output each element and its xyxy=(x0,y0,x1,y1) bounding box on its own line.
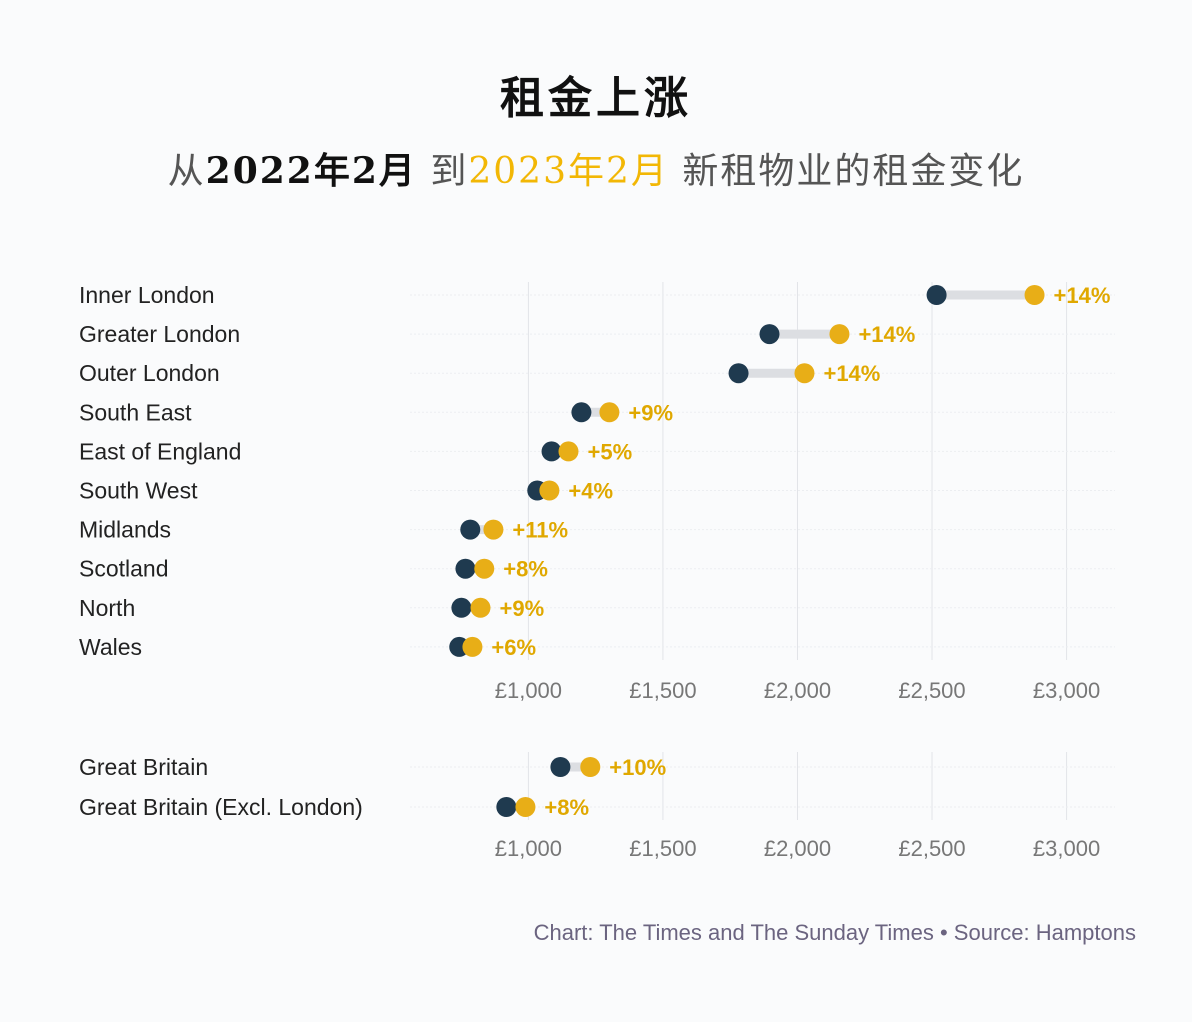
change-label: +6% xyxy=(491,635,536,660)
chart-title: 租金上涨 xyxy=(500,73,692,124)
category-label: South West xyxy=(79,478,198,504)
category-label: Great Britain xyxy=(79,754,208,780)
dot-2023 xyxy=(470,597,491,618)
dot-2022 xyxy=(496,797,517,817)
category-label: North xyxy=(79,595,135,621)
subtitle-rest: 新租物业的租金变化 xyxy=(682,151,1025,192)
change-label: +14% xyxy=(858,322,915,347)
x-tick-label: £3,000 xyxy=(1033,678,1100,703)
chart-subtitle: 从2022年2月 到2023年2月 新租物业的租金变化 xyxy=(0,142,1192,194)
category-label: Scotland xyxy=(79,556,169,582)
category-label: Outer London xyxy=(79,360,220,386)
change-label: +4% xyxy=(568,479,613,504)
subtitle-to: 到 xyxy=(430,151,469,192)
dot-2022 xyxy=(455,558,476,579)
x-tick-label: £1,000 xyxy=(495,678,562,703)
panel-0: £1,000 £1,500 £2,000 £2,500 £3,000 Inner Lond… xyxy=(79,282,1115,703)
category-label: Midlands xyxy=(79,517,171,543)
dot-2022 xyxy=(759,324,780,345)
dot-2023 xyxy=(483,519,504,540)
dot-2022 xyxy=(451,597,472,618)
dot-2023 xyxy=(474,558,495,579)
x-tick-label: £1,500 xyxy=(629,836,696,861)
x-tick-label: £1,000 xyxy=(495,836,562,861)
change-label: +8% xyxy=(503,557,548,582)
x-tick-label: £1,500 xyxy=(629,678,696,703)
dot-2022 xyxy=(571,402,592,423)
x-tick-label: £2,000 xyxy=(764,836,831,861)
dot-2023 xyxy=(462,636,483,657)
dot-2022 xyxy=(728,363,749,384)
dot-2022 xyxy=(460,519,481,540)
dot-2023 xyxy=(599,402,620,423)
change-label: +5% xyxy=(587,439,632,464)
change-label: +8% xyxy=(544,795,589,820)
change-label: +14% xyxy=(1054,283,1111,308)
dot-2023 xyxy=(580,757,601,777)
dot-2023 xyxy=(794,363,815,384)
x-tick-label: £2,000 xyxy=(764,678,831,703)
subtitle-start-date: 2022年2月 xyxy=(205,150,417,192)
category-label: Wales xyxy=(79,634,142,660)
dot-2023 xyxy=(558,441,579,462)
dot-2023 xyxy=(539,480,560,501)
change-label: +11% xyxy=(512,518,568,543)
change-label: +9% xyxy=(500,596,545,621)
x-tick-label: £3,000 xyxy=(1033,836,1100,861)
dot-2023 xyxy=(515,797,536,817)
change-label: +10% xyxy=(609,755,666,780)
subtitle-end-date: 2023年2月 xyxy=(468,151,669,192)
category-label: East of England xyxy=(79,438,241,464)
dot-2023 xyxy=(1024,285,1045,305)
dot-2022 xyxy=(550,757,571,777)
dot-2022 xyxy=(926,285,947,305)
subtitle-from: 从 xyxy=(167,151,206,192)
source-note: Chart: The Times and The Sunday Times • … xyxy=(533,920,1136,945)
dot-2022 xyxy=(541,441,562,462)
x-tick-label: £2,500 xyxy=(898,836,965,861)
category-label: Great Britain (Excl. London) xyxy=(79,794,363,820)
category-label: South East xyxy=(79,399,192,425)
change-label: +9% xyxy=(628,400,673,425)
category-label: Greater London xyxy=(79,321,240,347)
panel-1: £1,000 £1,500 £2,000 £2,500 £3,000 Great Brit… xyxy=(79,752,1115,861)
category-label: Inner London xyxy=(79,282,215,308)
x-tick-label: £2,500 xyxy=(898,678,965,703)
change-label: +14% xyxy=(823,361,880,386)
dot-2023 xyxy=(829,324,850,345)
